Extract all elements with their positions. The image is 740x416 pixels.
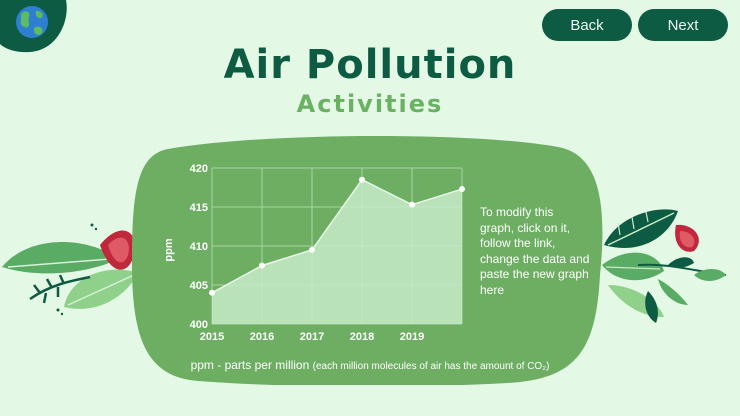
x-tick-label: 2016 [250, 331, 274, 343]
x-tick-label: 2019 [400, 331, 424, 343]
series-line [211, 178, 463, 294]
data-point [459, 186, 465, 193]
y-axis-label: ppm [163, 238, 175, 261]
data-point [209, 289, 215, 296]
y-tick-label: 415 [190, 202, 208, 214]
page-subtitle: Activities [296, 90, 444, 118]
x-tick-label: 2018 [350, 331, 374, 343]
chart-caption: ppm - parts per million (each million mo… [0, 358, 740, 372]
data-point [359, 176, 365, 183]
x-tick-label: 2015 [200, 331, 224, 343]
right-leaves-decoration [602, 209, 727, 323]
globe-icon [16, 6, 48, 38]
instruction-note: To modify this graph, click on it, follo… [480, 205, 590, 297]
data-point [259, 262, 265, 269]
left-leaves-decoration [2, 223, 138, 316]
area-fill [212, 179, 462, 324]
caption-detail: (each million molecules of air has the a… [312, 361, 550, 372]
page-title: Air Pollution [223, 42, 517, 88]
y-tick-label: 410 [190, 241, 208, 253]
next-button[interactable]: Next [638, 9, 728, 41]
data-point [309, 246, 315, 253]
y-tick-label: 405 [190, 280, 208, 292]
globe-badge [0, 0, 67, 53]
x-tick-label: 2017 [300, 331, 324, 343]
y-tick-label: 400 [190, 319, 208, 331]
co2-area-chart[interactable]: 400 405 410 415 420 2015 2016 2017 2018 2019 ppm [160, 160, 480, 350]
back-button[interactable]: Back [542, 9, 632, 41]
y-tick-label: 420 [190, 163, 208, 175]
caption-main: ppm - parts per million [190, 358, 310, 372]
data-point [409, 201, 415, 208]
